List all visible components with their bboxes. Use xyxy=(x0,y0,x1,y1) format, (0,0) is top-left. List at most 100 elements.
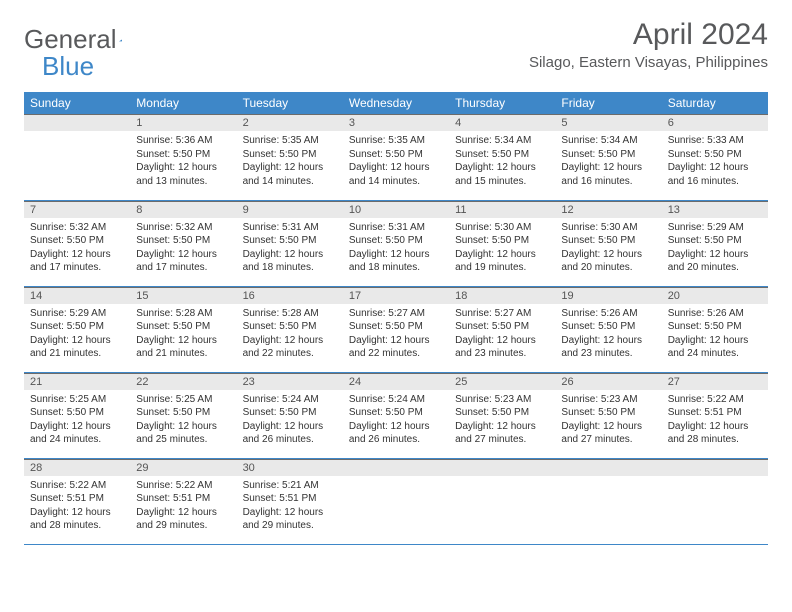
sunrise-text: Sunrise: 5:26 AM xyxy=(668,307,762,321)
day-number: 22 xyxy=(130,373,236,390)
day-details: Sunrise: 5:28 AMSunset: 5:50 PMDaylight:… xyxy=(237,304,343,365)
sunrise-text: Sunrise: 5:32 AM xyxy=(136,221,230,235)
daylight-text: Daylight: 12 hours and 13 minutes. xyxy=(136,161,230,188)
sunset-text: Sunset: 5:50 PM xyxy=(136,234,230,248)
day-number: 5 xyxy=(555,114,661,131)
daylight-text: Daylight: 12 hours and 23 minutes. xyxy=(561,334,655,361)
sunset-text: Sunset: 5:50 PM xyxy=(455,406,549,420)
day-details: Sunrise: 5:24 AMSunset: 5:50 PMDaylight:… xyxy=(343,390,449,451)
sunset-text: Sunset: 5:50 PM xyxy=(243,406,337,420)
calendar-day-cell: 23Sunrise: 5:24 AMSunset: 5:50 PMDayligh… xyxy=(237,372,343,458)
title-block: April 2024 Silago, Eastern Visayas, Phil… xyxy=(529,18,768,71)
sunset-text: Sunset: 5:51 PM xyxy=(30,492,124,506)
day-details: Sunrise: 5:31 AMSunset: 5:50 PMDaylight:… xyxy=(343,218,449,279)
sunrise-text: Sunrise: 5:26 AM xyxy=(561,307,655,321)
day-details: Sunrise: 5:25 AMSunset: 5:50 PMDaylight:… xyxy=(130,390,236,451)
calendar-day-cell: 11Sunrise: 5:30 AMSunset: 5:50 PMDayligh… xyxy=(449,200,555,286)
calendar-day-cell: 14Sunrise: 5:29 AMSunset: 5:50 PMDayligh… xyxy=(24,286,130,372)
day-number xyxy=(24,114,130,131)
calendar-day-cell: 17Sunrise: 5:27 AMSunset: 5:50 PMDayligh… xyxy=(343,286,449,372)
calendar-week-row: 14Sunrise: 5:29 AMSunset: 5:50 PMDayligh… xyxy=(24,286,768,372)
sunset-text: Sunset: 5:50 PM xyxy=(455,148,549,162)
sunrise-text: Sunrise: 5:25 AM xyxy=(136,393,230,407)
day-number: 29 xyxy=(130,459,236,476)
month-title: April 2024 xyxy=(529,18,768,52)
day-number: 17 xyxy=(343,287,449,304)
day-details: Sunrise: 5:26 AMSunset: 5:50 PMDaylight:… xyxy=(555,304,661,365)
day-header: Thursday xyxy=(449,92,555,114)
calendar-day-cell: 9Sunrise: 5:31 AMSunset: 5:50 PMDaylight… xyxy=(237,200,343,286)
sunrise-text: Sunrise: 5:32 AM xyxy=(30,221,124,235)
calendar-week-row: 21Sunrise: 5:25 AMSunset: 5:50 PMDayligh… xyxy=(24,372,768,458)
day-details: Sunrise: 5:34 AMSunset: 5:50 PMDaylight:… xyxy=(555,131,661,192)
day-number: 27 xyxy=(662,373,768,390)
sunset-text: Sunset: 5:50 PM xyxy=(30,406,124,420)
day-number: 23 xyxy=(237,373,343,390)
daylight-text: Daylight: 12 hours and 27 minutes. xyxy=(561,420,655,447)
sunset-text: Sunset: 5:50 PM xyxy=(30,234,124,248)
sunset-text: Sunset: 5:50 PM xyxy=(349,234,443,248)
day-details: Sunrise: 5:24 AMSunset: 5:50 PMDaylight:… xyxy=(237,390,343,451)
sunrise-text: Sunrise: 5:30 AM xyxy=(561,221,655,235)
daylight-text: Daylight: 12 hours and 22 minutes. xyxy=(243,334,337,361)
calendar-day-cell: 1Sunrise: 5:36 AMSunset: 5:50 PMDaylight… xyxy=(130,114,236,200)
sunset-text: Sunset: 5:50 PM xyxy=(668,320,762,334)
calendar-day-cell: 5Sunrise: 5:34 AMSunset: 5:50 PMDaylight… xyxy=(555,114,661,200)
day-details: Sunrise: 5:29 AMSunset: 5:50 PMDaylight:… xyxy=(662,218,768,279)
daylight-text: Daylight: 12 hours and 24 minutes. xyxy=(30,420,124,447)
sunset-text: Sunset: 5:51 PM xyxy=(668,406,762,420)
daylight-text: Daylight: 12 hours and 27 minutes. xyxy=(455,420,549,447)
day-number: 8 xyxy=(130,201,236,218)
location-label: Silago, Eastern Visayas, Philippines xyxy=(529,54,768,71)
day-number: 10 xyxy=(343,201,449,218)
calendar-day-cell: 24Sunrise: 5:24 AMSunset: 5:50 PMDayligh… xyxy=(343,372,449,458)
sunset-text: Sunset: 5:50 PM xyxy=(136,148,230,162)
sunrise-text: Sunrise: 5:30 AM xyxy=(455,221,549,235)
day-number: 21 xyxy=(24,373,130,390)
sunrise-text: Sunrise: 5:29 AM xyxy=(668,221,762,235)
daylight-text: Daylight: 12 hours and 22 minutes. xyxy=(349,334,443,361)
day-number: 9 xyxy=(237,201,343,218)
day-details: Sunrise: 5:22 AMSunset: 5:51 PMDaylight:… xyxy=(662,390,768,451)
day-details: Sunrise: 5:27 AMSunset: 5:50 PMDaylight:… xyxy=(343,304,449,365)
daylight-text: Daylight: 12 hours and 16 minutes. xyxy=(561,161,655,188)
sunrise-text: Sunrise: 5:23 AM xyxy=(561,393,655,407)
day-number: 19 xyxy=(555,287,661,304)
day-details: Sunrise: 5:26 AMSunset: 5:50 PMDaylight:… xyxy=(662,304,768,365)
sunrise-text: Sunrise: 5:27 AM xyxy=(455,307,549,321)
daylight-text: Daylight: 12 hours and 16 minutes. xyxy=(668,161,762,188)
day-details: Sunrise: 5:27 AMSunset: 5:50 PMDaylight:… xyxy=(449,304,555,365)
day-header: Tuesday xyxy=(237,92,343,114)
calendar-day-cell: 16Sunrise: 5:28 AMSunset: 5:50 PMDayligh… xyxy=(237,286,343,372)
sunset-text: Sunset: 5:50 PM xyxy=(243,320,337,334)
day-number: 4 xyxy=(449,114,555,131)
sunrise-text: Sunrise: 5:24 AM xyxy=(349,393,443,407)
day-number: 18 xyxy=(449,287,555,304)
sunrise-text: Sunrise: 5:31 AM xyxy=(349,221,443,235)
sunset-text: Sunset: 5:50 PM xyxy=(349,406,443,420)
day-number xyxy=(662,459,768,476)
day-details: Sunrise: 5:22 AMSunset: 5:51 PMDaylight:… xyxy=(24,476,130,537)
sunset-text: Sunset: 5:50 PM xyxy=(30,320,124,334)
daylight-text: Daylight: 12 hours and 21 minutes. xyxy=(136,334,230,361)
logo-text-blue: Blue xyxy=(42,51,94,82)
day-details: Sunrise: 5:28 AMSunset: 5:50 PMDaylight:… xyxy=(130,304,236,365)
day-details: Sunrise: 5:32 AMSunset: 5:50 PMDaylight:… xyxy=(24,218,130,279)
daylight-text: Daylight: 12 hours and 26 minutes. xyxy=(349,420,443,447)
calendar-day-cell: 21 Sunrise: 5:25 AMSunset: 5:50 PMDayligh… xyxy=(24,372,130,458)
day-details: Sunrise: 5:29 AMSunset: 5:50 PMDaylight:… xyxy=(24,304,130,365)
sunrise-text: Sunrise: 5:29 AM xyxy=(30,307,124,321)
day-number: 26 xyxy=(555,373,661,390)
daylight-text: Daylight: 12 hours and 19 minutes. xyxy=(455,248,549,275)
sunrise-text: Sunrise: 5:25 AM xyxy=(30,393,124,407)
sunset-text: Sunset: 5:50 PM xyxy=(349,148,443,162)
day-number: 25 xyxy=(449,373,555,390)
day-number: 7 xyxy=(24,201,130,218)
day-details: Sunrise: 5:34 AMSunset: 5:50 PMDaylight:… xyxy=(449,131,555,192)
calendar-day-cell: 30Sunrise: 5:21 AMSunset: 5:51 PMDayligh… xyxy=(237,458,343,544)
sunrise-text: Sunrise: 5:27 AM xyxy=(349,307,443,321)
sunrise-text: Sunrise: 5:28 AM xyxy=(243,307,337,321)
daylight-text: Daylight: 12 hours and 28 minutes. xyxy=(30,506,124,533)
day-details: Sunrise: 5:22 AMSunset: 5:51 PMDaylight:… xyxy=(130,476,236,537)
sunset-text: Sunset: 5:51 PM xyxy=(243,492,337,506)
